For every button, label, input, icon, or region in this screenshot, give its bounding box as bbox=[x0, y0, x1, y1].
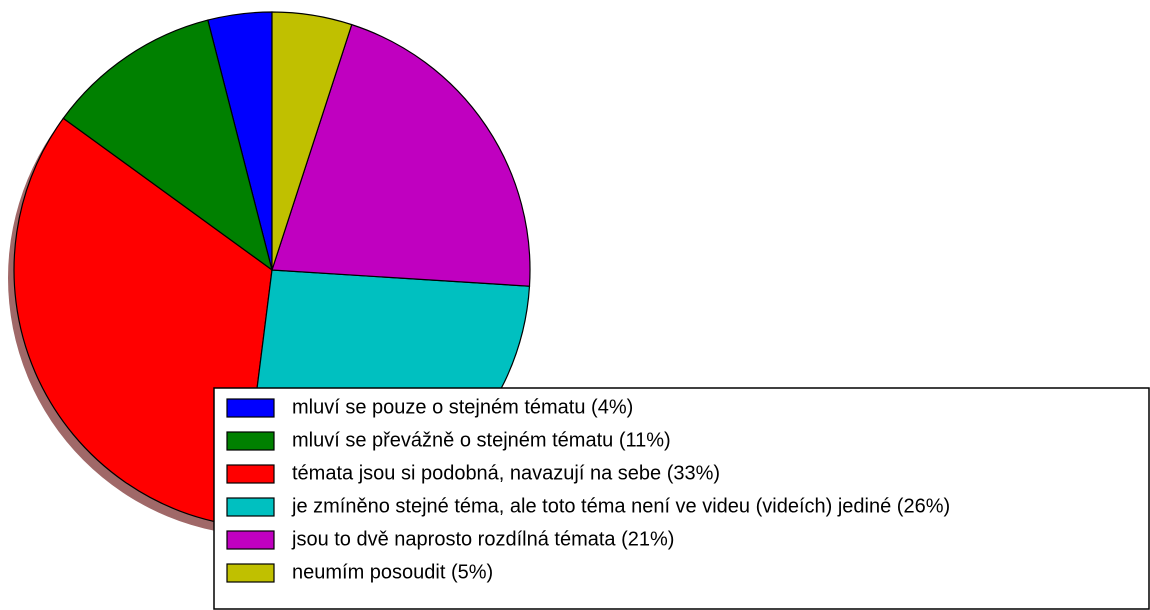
legend-swatch bbox=[226, 563, 275, 583]
legend-label: témata jsou si podobná, navazují na sebe… bbox=[292, 462, 720, 484]
legend-label: neumím posoudit (5%) bbox=[292, 561, 493, 583]
legend-label: je zmíněno stejné téma, ale toto téma ne… bbox=[291, 495, 950, 517]
legend: mluví se pouze o stejném tématu (4%) mluv… bbox=[213, 387, 1150, 610]
legend-swatch bbox=[226, 431, 275, 451]
legend-swatch bbox=[226, 398, 275, 418]
legend-box bbox=[213, 387, 1150, 610]
legend-swatch bbox=[226, 530, 275, 550]
legend-label: jsou to dvě naprosto rozdílná témata (21… bbox=[291, 528, 674, 550]
legend-swatch bbox=[226, 464, 275, 484]
pie-slice bbox=[271, 11, 353, 271]
legend-label: mluví se převážně o stejném tématu (11%) bbox=[292, 429, 671, 451]
legend-swatch bbox=[226, 497, 275, 517]
legend-label: mluví se pouze o stejném tématu (4%) bbox=[292, 396, 633, 418]
pie-slice bbox=[13, 117, 273, 527]
pie-slice bbox=[62, 19, 273, 272]
pie-slice bbox=[271, 23, 531, 287]
